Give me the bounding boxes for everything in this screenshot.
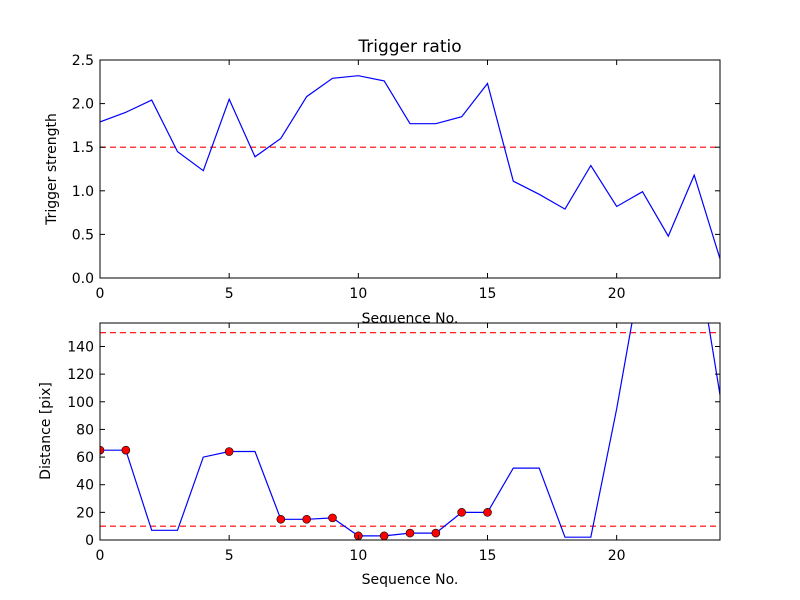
data-point	[328, 513, 337, 523]
data-point	[121, 445, 131, 455]
x-axis-label: Sequence No.	[362, 572, 459, 588]
x-tick-label: 5	[225, 286, 234, 302]
y-tick-label: 2.5	[72, 53, 94, 69]
y-axis-label: Trigger strength	[44, 113, 60, 226]
y-tick-label: 60	[76, 450, 94, 466]
plot-area	[100, 75, 720, 259]
y-tick-label: 100	[67, 395, 94, 411]
data-point	[405, 528, 415, 538]
y-tick-label: 1.0	[72, 184, 94, 200]
x-tick-label: 10	[349, 548, 367, 564]
data-point	[276, 514, 286, 524]
data-point	[302, 514, 311, 524]
x-tick-label: 15	[479, 548, 497, 564]
y-tick-label: 0.0	[72, 271, 94, 287]
axes-frame	[99, 59, 721, 279]
x-tick-label: 5	[225, 548, 234, 564]
data-point	[457, 508, 466, 517]
y-tick-label: 0	[85, 533, 94, 549]
y-tick-label: 2.0	[72, 97, 94, 113]
data-point	[379, 531, 389, 540]
data-point	[100, 445, 105, 455]
trigger-ratio-chart: Trigger ratio 0 5 10 15 20 0.0 0.5 1.0 1.5 2.0 2.5…	[44, 37, 721, 327]
data-point	[483, 508, 492, 517]
series-line	[100, 75, 720, 259]
x-tick-label: 20	[608, 548, 626, 564]
x-tick-label: 0	[96, 286, 105, 302]
y-axis-label: Distance [pix]	[38, 382, 54, 480]
tick-group: 0 5 10 15 20 0.0 0.5 1.0 1.5 2.0 2.5	[72, 53, 720, 302]
x-tick-label: 10	[349, 286, 367, 302]
y-tick-label: 20	[76, 505, 94, 521]
x-tick-label: 15	[479, 286, 497, 302]
chart-title: Trigger ratio	[357, 37, 461, 57]
plot-background	[100, 323, 720, 540]
y-tick-label: 40	[76, 478, 94, 494]
tick-group: 0 5 10 15 20 0 20 40 60 80 100 120 140	[67, 323, 720, 564]
y-tick-label: 140	[67, 339, 94, 355]
x-tick-label: 0	[96, 548, 105, 564]
x-tick-label: 20	[608, 286, 626, 302]
data-point	[431, 528, 441, 538]
y-tick-label: 80	[76, 422, 94, 438]
y-tick-label: 0.5	[72, 227, 94, 243]
axes-frame	[99, 322, 721, 541]
y-tick-label: 120	[67, 367, 94, 383]
y-tick-label: 1.5	[72, 140, 94, 156]
data-point	[224, 447, 234, 456]
distance-chart: 0 5 10 15 20 0 20 40 60 80 100 120 140 Distance [pix…	[38, 322, 721, 588]
